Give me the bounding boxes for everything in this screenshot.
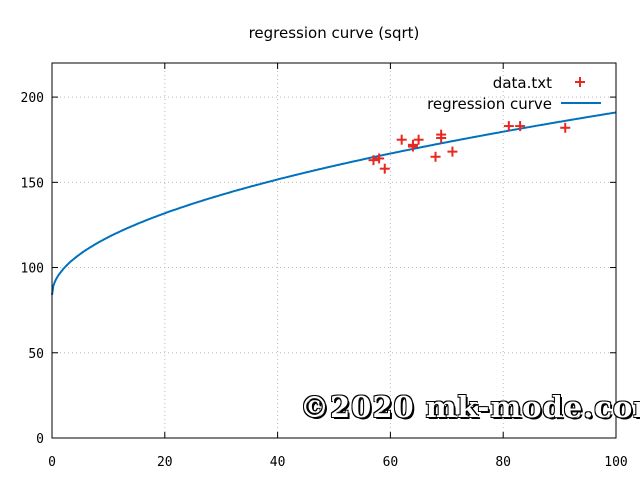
watermark: ©2020 mk-mode.com: [300, 390, 640, 424]
plot-area: [51, 111, 617, 295]
tick-labels: 0 50 100 150 200 0 20 40 60 80 100: [21, 91, 628, 470]
data-point: [374, 153, 385, 164]
data-point: [447, 146, 458, 157]
x-tick-label: 40: [270, 455, 286, 470]
data-point: [503, 121, 514, 132]
legend-label-data: data.txt: [493, 74, 552, 92]
data-point: [436, 129, 447, 140]
data-point: [413, 134, 424, 145]
plot-border: [51, 62, 617, 439]
data-point: [407, 139, 418, 150]
y-tick-label: 0: [36, 432, 44, 447]
x-tick-label: 100: [604, 455, 627, 470]
y-tick-label: 50: [28, 347, 44, 362]
y-tick-label: 150: [21, 176, 44, 191]
data-point: [515, 121, 526, 132]
y-tick-label: 100: [21, 262, 44, 277]
legend: data.txt regression curve: [427, 74, 601, 113]
chart-title: regression curve (sqrt): [249, 24, 420, 42]
regression-curve-line: [51, 111, 617, 295]
x-tick-label: 20: [157, 455, 173, 470]
x-tick-label: 80: [495, 455, 511, 470]
legend-plus-icon: [575, 77, 585, 87]
legend-label-curve: regression curve: [427, 95, 552, 113]
data-point: [430, 151, 441, 162]
y-tick-label: 200: [21, 91, 44, 106]
data-point: [396, 134, 407, 145]
data-point: [368, 155, 379, 166]
x-tick-label: 0: [48, 455, 56, 470]
grid: [51, 63, 617, 439]
x-tick-label: 60: [383, 455, 399, 470]
data-point: [560, 122, 571, 133]
legend-marker-data: [575, 77, 585, 87]
data-point: [379, 163, 390, 174]
